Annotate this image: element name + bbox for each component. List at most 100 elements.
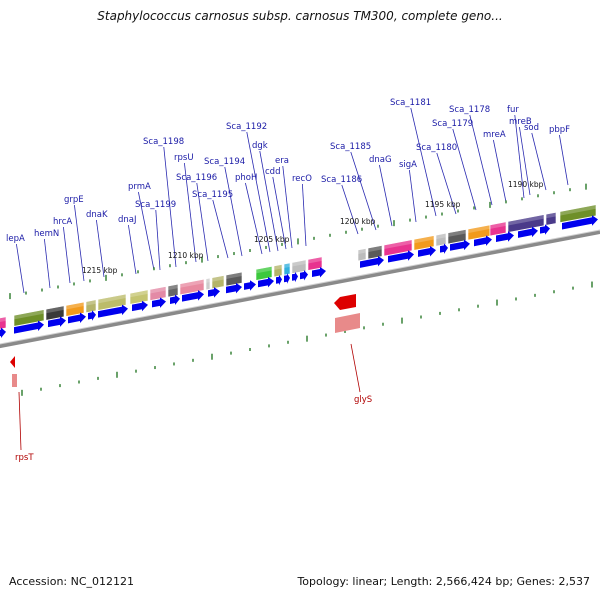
leader-line [452,128,477,211]
gene-block-shade [150,286,166,294]
gene-block-shade [66,302,84,310]
leader-line [531,132,547,191]
gene-block [283,262,291,276]
gene-label-Sca_1194[interactable]: Sca_1194 [204,157,245,167]
gene-block-shade [226,272,242,280]
forward-gene-arrow [418,246,436,257]
gene-block [357,248,367,262]
forward-gene-arrow [284,273,290,284]
gene-block [0,316,7,330]
gene-label-mreA[interactable]: mreA [483,130,506,140]
gene-label-Sca_1180[interactable]: Sca_1180 [416,143,457,153]
gene-label-Sca_1198[interactable]: Sca_1198 [143,137,184,147]
gene-block [559,204,597,223]
gene-block-shade [508,214,544,226]
gene-label-Sca_1192[interactable]: Sca_1192 [226,122,267,132]
gene-label-Sca_1185[interactable]: Sca_1185 [330,142,371,152]
gene-block [545,211,557,226]
gene-label-Sca_1195[interactable]: Sca_1195 [192,190,233,200]
gene-block [85,299,97,314]
gene-block-shade [414,235,434,244]
forward-gene-arrow [450,239,470,251]
gene-label-recO[interactable]: recO [292,174,312,184]
leader-line [44,238,51,289]
forward-gene-arrow [152,297,166,308]
gene-label-grpE[interactable]: grpE [64,195,84,205]
gene-label-dnaG[interactable]: dnaG [369,155,392,165]
forward-gene-arrow [170,294,180,305]
forward-gene-arrow [14,320,44,334]
forward-gene-arrow [258,276,274,288]
gene-label-Sca_1179[interactable]: Sca_1179 [432,119,473,129]
gene-label-sigA[interactable]: sigA [399,160,417,170]
reverse-gene-block [335,313,360,333]
forward-gene-arrow [540,224,550,235]
forward-gene-arrow [48,316,66,328]
gene-label-fur[interactable]: fur [507,105,519,115]
gene-label-hrcA[interactable]: hrcA [53,217,72,227]
gene-label-Sca_1196[interactable]: Sca_1196 [176,173,217,183]
reverse-gene-arrow [334,294,356,310]
leader-line [410,107,437,217]
gene-label-pbpF[interactable]: pbpF [549,125,570,135]
leader-line [350,343,361,393]
gene-block-shade [308,256,322,264]
gene-label-mreB[interactable]: mreB [509,117,532,127]
gene-label-cdd[interactable]: cdd [265,167,280,177]
leader-line [350,151,377,231]
scale-label: 1190 kbp [508,180,544,189]
gene-label-phoH[interactable]: phoH [235,173,257,183]
gene-block-shade [212,275,224,282]
gene-block [307,256,323,271]
leader-line [138,191,155,271]
scale-label: 1215 kbp [82,266,118,275]
gene-label-dnaK[interactable]: dnaK [86,210,108,220]
forward-gene-arrow [518,226,538,238]
leader-line [96,219,105,278]
gene-block [225,271,243,287]
leader-line [246,131,271,253]
gene-block [489,221,507,237]
gene-label-dgk[interactable]: dgk [252,141,268,151]
gene-block [45,305,65,321]
gene-block-shade [358,248,366,254]
forward-gene-arrow [132,300,148,312]
gene-block [273,264,283,278]
gene-label-Sca_1186[interactable]: Sca_1186 [321,175,362,185]
gene-block-shade [206,278,210,283]
leader-line [16,243,25,294]
forward-gene-arrow [68,312,86,324]
gene-label-prmA[interactable]: prmA [128,182,151,192]
gene-label-sod[interactable]: sod [524,123,539,133]
forward-gene-arrow [276,274,282,286]
forward-gene-arrow [388,250,414,263]
gene-block [507,214,545,233]
gene-label-dnaJ[interactable]: dnaJ [118,215,137,225]
accession-text: Accession: NC_012121 [9,575,135,588]
leader-line [409,169,417,223]
gene-label-era[interactable]: era [275,156,289,166]
gene-block-shade [292,259,306,267]
gene-label-Sca_1181[interactable]: Sca_1181 [390,98,431,108]
gene-label-glyS[interactable]: glyS [354,395,372,405]
gene-label-rpsT[interactable]: rpsT [15,453,34,463]
gene-label-hemN[interactable]: hemN [34,229,59,239]
gene-label-lepA[interactable]: lepA [6,234,25,244]
gene-label-Sca_1178[interactable]: Sca_1178 [449,105,490,115]
forward-gene-arrow [0,327,6,339]
gene-block-shade [490,221,506,229]
forward-gene-arrow [226,282,242,294]
leader-line [63,226,71,284]
leader-line [74,204,85,282]
forward-gene-arrow [562,215,598,230]
forward-gene-arrow [244,280,256,291]
gene-block [413,235,435,251]
gene-block-shade [98,294,126,304]
gene-block-shade [180,279,204,288]
leader-line [259,150,279,252]
gene-block-shade [256,266,272,274]
gene-label-rpsU[interactable]: rpsU [174,153,194,163]
gene-block [367,245,383,260]
gene-label-Sca_1199[interactable]: Sca_1199 [135,200,176,210]
